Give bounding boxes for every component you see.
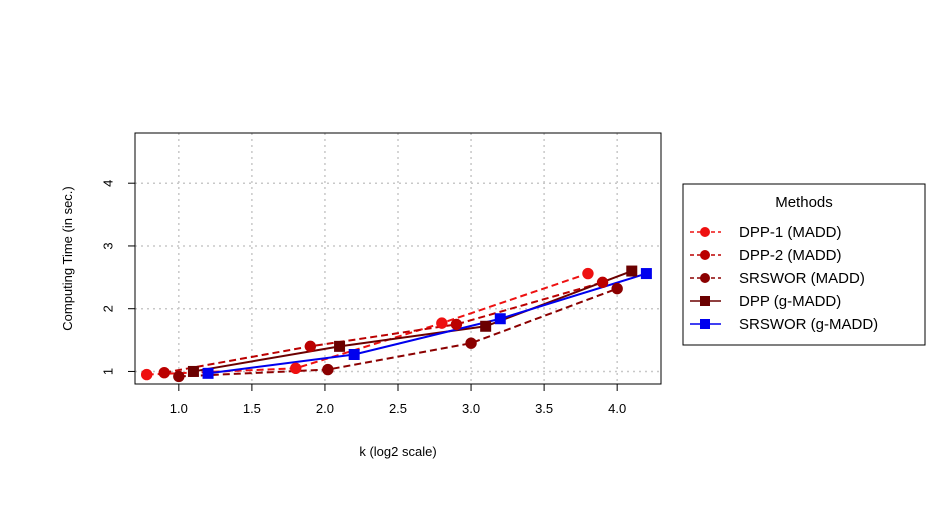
data-point — [626, 265, 638, 277]
legend-entry: DPP-2 (MADD) — [739, 247, 842, 264]
data-point — [480, 320, 492, 332]
data-point — [640, 268, 652, 280]
x-tick-label: 2.0 — [316, 401, 334, 416]
data-point — [334, 340, 346, 352]
y-tick-label: 1 — [100, 368, 115, 375]
x-tick-label: 1.0 — [170, 401, 188, 416]
legend-title: Methods — [775, 194, 833, 211]
series-line — [207, 272, 647, 375]
y-axis: 1 2 3 4 — [100, 180, 136, 375]
data-point — [582, 267, 594, 280]
x-tick-label: 3.5 — [535, 401, 553, 416]
legend-marker — [700, 319, 710, 329]
data-point — [304, 340, 317, 353]
legend-marker — [700, 250, 710, 260]
y-tick-label: 2 — [100, 305, 115, 312]
series-line — [178, 287, 618, 378]
data-point — [202, 367, 214, 379]
x-tick-label: 1.5 — [243, 401, 261, 416]
data-point — [290, 362, 302, 375]
legend-entry: SRSWOR (g-MADD) — [739, 316, 878, 333]
legend-entry: DPP (g-MADD) — [739, 293, 841, 310]
series-markers — [140, 265, 652, 383]
y-tick-label: 4 — [100, 180, 115, 187]
legend-marker — [700, 227, 710, 237]
data-point — [450, 318, 463, 331]
legend-marker — [700, 296, 710, 306]
series-line — [164, 281, 603, 374]
legend-marker — [700, 273, 710, 283]
data-point — [158, 367, 170, 379]
x-tick-label: 2.5 — [389, 401, 407, 416]
x-axis-label: k (log2 scale) — [359, 444, 436, 459]
legend-entry: SRSWOR (MADD) — [739, 270, 865, 287]
series-line — [146, 272, 589, 376]
x-tick-label: 4.0 — [608, 401, 626, 416]
data-point — [173, 370, 185, 383]
data-point — [611, 282, 623, 295]
data-point — [322, 363, 334, 376]
data-point — [187, 365, 199, 377]
x-tick-label: 3.0 — [462, 401, 480, 416]
series-lines — [146, 270, 647, 378]
legend-entry: DPP-1 (MADD) — [739, 224, 842, 241]
legend-box — [682, 183, 926, 346]
y-tick-label: 3 — [100, 242, 115, 249]
x-axis: 1.0 1.5 2.0 2.5 3.0 3.5 4.0 — [170, 383, 626, 416]
data-point — [436, 317, 448, 329]
data-point — [348, 349, 360, 361]
data-point — [596, 276, 609, 289]
y-axis-label: Computing Time (in sec.) — [60, 186, 75, 331]
data-point — [465, 337, 477, 349]
data-point — [140, 368, 153, 381]
data-point — [494, 313, 506, 325]
legend: Methods DPP-1 (MADD) DPP-2 (MADD) SRSWOR (… — [682, 183, 926, 346]
series-line — [193, 270, 633, 373]
grid — [135, 133, 661, 384]
